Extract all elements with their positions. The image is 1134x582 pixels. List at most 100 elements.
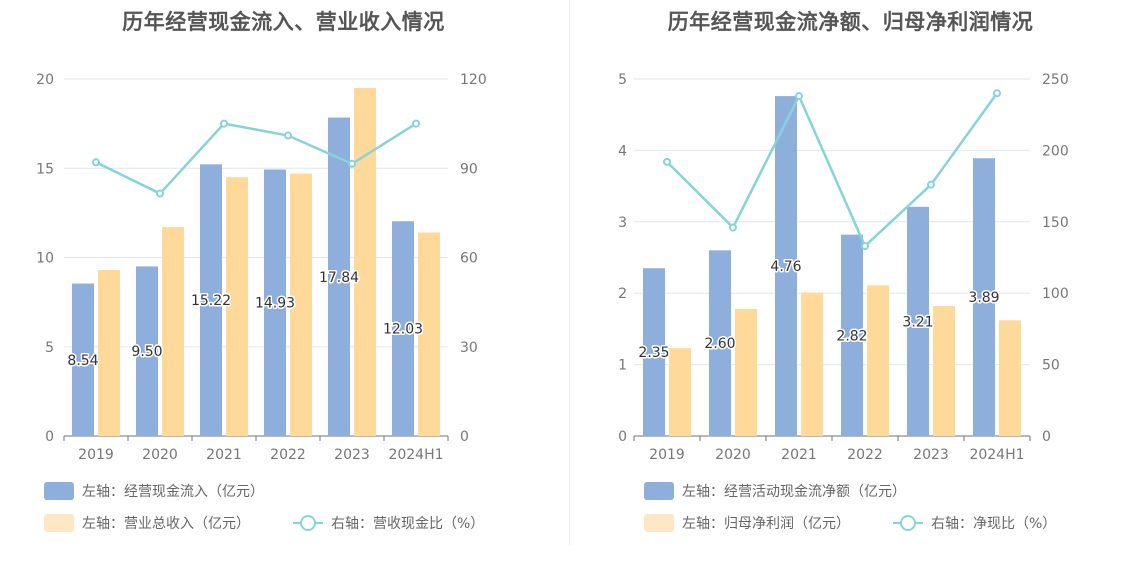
line-series [666,92,999,249]
y-left-tick-label: 5 [618,72,627,88]
bar-data-label: 2.60 [704,336,735,352]
line-point[interactable] [993,89,1001,98]
legend-label: 左轴：营业总收入（亿元） [82,516,250,532]
bar-data-label: 15.22 [191,293,231,309]
y-left-tick-label: 0 [45,429,54,445]
x-tick-label: 2020 [142,447,178,463]
bar-data-label: 17.84 [319,270,359,286]
x-tick-label: 2023 [913,447,949,463]
y-right-tick-label: 0 [1042,429,1051,445]
line-point[interactable] [156,189,164,198]
chart-title: 历年经营现金流净额、归母净利润情况 [667,10,1034,34]
bar-data-label: 8.54 [67,353,98,369]
legend-item-net-cash-flow[interactable]: 左轴：经营活动现金流净额（亿元） [644,481,906,501]
bar-series-2[interactable] [354,87,376,437]
bar-series-1[interactable] [72,283,94,436]
line-point[interactable] [284,131,292,140]
y-left-tick-label: 15 [36,161,54,177]
bar-series-2[interactable] [226,177,248,437]
y-right-tick-label: 50 [1042,358,1060,374]
bar-series-1[interactable] [643,268,665,436]
bar-series-1[interactable] [328,117,350,436]
y-right-tick-label: 60 [460,251,478,267]
chart-panel-right: 历年经营现金流净额、归母净利润情况 0 1 2 3 4 5 0 50 100 150 200 250 2… [567,0,1134,582]
y-right-tick-label: 100 [1042,286,1069,302]
legend-swatch-line-icon [893,514,923,532]
x-tick-label: 2024H1 [388,447,443,463]
line-point[interactable] [663,157,671,166]
bar-series-1[interactable] [841,234,863,436]
y-left-tick-label: 2 [618,286,627,302]
bar-data-label: 12.03 [383,322,423,338]
bar-series-2[interactable] [801,292,823,436]
bar-data-label: 3.89 [968,290,999,306]
y-left-tick-label: 5 [45,340,54,356]
legend-swatch-bar [44,514,74,532]
legend-label: 左轴：经营活动现金流净额（亿元） [682,484,906,500]
line-point[interactable] [729,223,737,232]
bar-series-1[interactable] [136,266,158,436]
bar-series-2[interactable] [290,173,312,437]
bar-series-1[interactable] [907,206,929,436]
y-left-tick-label: 1 [618,358,627,374]
x-tick-label: 2021 [206,447,242,463]
legend-item-net-profit[interactable]: 左轴：归母净利润（亿元） [644,513,850,533]
x-tick-label: 2022 [270,447,306,463]
y-left-tick-label: 20 [36,72,54,88]
x-tick-label: 2022 [847,447,883,463]
bar-series-2[interactable] [162,227,184,436]
line-point[interactable] [412,119,420,128]
line-point[interactable] [92,158,100,167]
legend-item-net-cash-ratio[interactable]: 右轴：净现比（%） [893,513,1056,533]
line-point[interactable] [348,159,356,168]
y-right-tick-label: 0 [460,429,469,445]
bar-series-2[interactable] [735,308,757,436]
y-right-tick-label: 150 [1042,215,1069,231]
line-point[interactable] [795,92,803,101]
y-right-tick-label: 120 [460,72,487,88]
y-left-tick-label: 4 [618,143,627,159]
bar-series-2[interactable] [418,232,440,436]
legend-swatch-bar [44,482,74,500]
legend-swatch-bar [644,514,674,532]
bar-series-1[interactable] [264,169,286,436]
bar-series-2[interactable] [999,320,1021,436]
legend-item-cash-inflow[interactable]: 左轴：经营现金流入（亿元） [44,481,264,501]
bar-data-label: 2.35 [638,345,669,361]
y-right-tick-label: 250 [1042,72,1069,88]
y-left-tick-label: 10 [36,251,54,267]
legend-item-revenue-cash-ratio[interactable]: 右轴：营收现金比（%） [293,513,484,533]
legend-label: 右轴：净现比（%） [931,516,1057,532]
line-point[interactable] [220,119,228,128]
x-tick-label: 2019 [649,447,685,463]
panel-divider [569,0,570,545]
bar-series-1[interactable] [775,96,797,437]
chart-title: 历年经营现金流入、营业收入情况 [122,10,445,34]
bar-series-1[interactable] [709,250,731,436]
y-right-tick-label: 200 [1042,143,1069,159]
line-series [95,122,417,196]
x-tick-label: 2023 [334,447,370,463]
bar-series-2[interactable] [933,306,955,436]
x-tick-label: 2019 [78,447,114,463]
y-left-tick-label: 3 [618,215,627,231]
legend-label: 左轴：归母净利润（亿元） [682,516,850,532]
bar-series-2[interactable] [669,348,691,436]
bar-series-1[interactable] [973,158,995,436]
bar-series-2[interactable] [98,269,120,436]
chart-panel-left: 历年经营现金流入、营业收入情况 0 5 10 15 20 0 30 60 90 120 2019 20… [36,10,487,533]
x-tick-label: 2024H1 [969,447,1024,463]
bar-series-2[interactable] [867,285,889,436]
legend-label: 右轴：营收现金比（%） [331,516,485,532]
bar-data-label: 4.76 [770,259,801,275]
x-tick-label: 2020 [715,447,751,463]
y-right-tick-label: 30 [460,340,478,356]
bar-data-label: 2.82 [836,328,867,344]
bar-series-1[interactable] [392,221,414,436]
line-point[interactable] [861,242,869,251]
line-point[interactable] [927,180,935,189]
legend-item-revenue[interactable]: 左轴：营业总收入（亿元） [44,513,250,533]
bar-series-1[interactable] [200,164,222,436]
chart-svg-left: 0 5 10 15 20 0 30 60 90 120 2019 2020 2021 2022 2023 20… [36,72,487,463]
